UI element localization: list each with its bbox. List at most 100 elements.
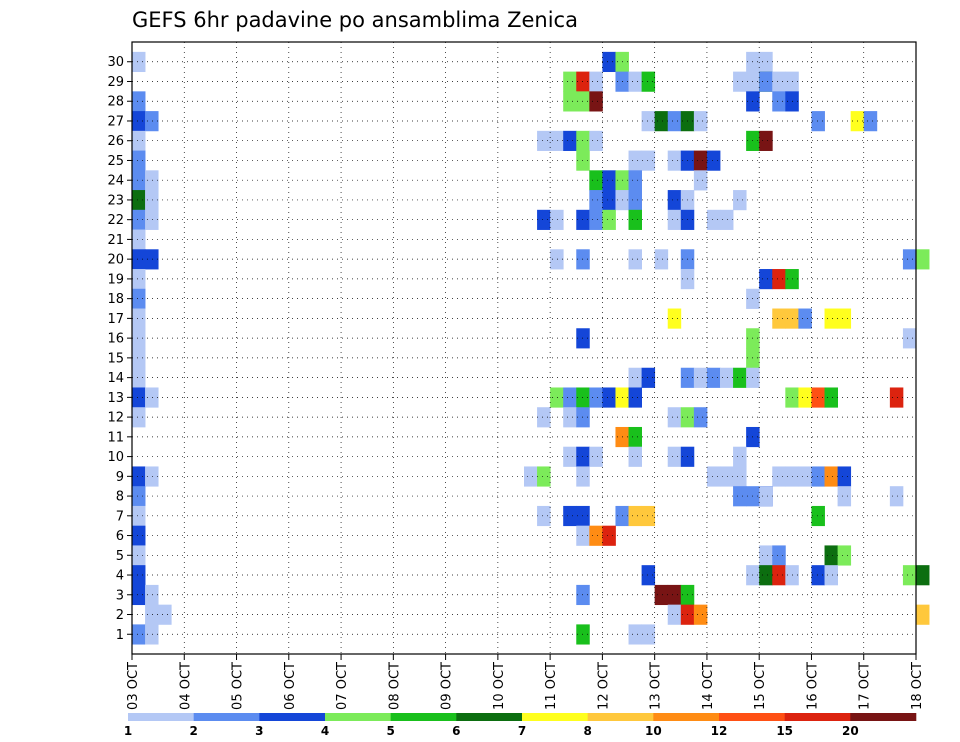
heatmap-cell [772, 308, 786, 329]
heatmap-cell [667, 209, 682, 230]
heatmap-cell [693, 407, 708, 428]
heatmap-cell [602, 190, 616, 211]
heatmap-cell [132, 209, 146, 230]
heatmap-cell [733, 446, 747, 467]
heatmap-cell [811, 505, 825, 527]
heatmap-cell [628, 505, 642, 527]
heatmap-cell [916, 565, 930, 586]
heatmap-cell [641, 367, 656, 388]
heatmap-cell [576, 624, 590, 645]
x-tick-label: 14 OCT [701, 662, 716, 710]
colorbar-segment [587, 713, 654, 721]
heatmap-cell [158, 604, 172, 625]
heatmap-cell [824, 466, 838, 487]
heatmap-cell [667, 584, 682, 606]
heatmap-cell [576, 249, 590, 270]
x-tick-label: 06 OCT [283, 662, 298, 710]
x-tick-label: 08 OCT [387, 662, 402, 710]
y-tick-label: 2 [116, 608, 124, 623]
y-tick-label: 10 [107, 450, 124, 465]
heatmap-cell [563, 407, 577, 428]
colorbar-label: 15 [776, 724, 793, 738]
heatmap-cell [537, 209, 551, 230]
heatmap-cell [602, 51, 616, 73]
heatmap-cell [628, 249, 642, 270]
heatmap-cell [589, 130, 603, 151]
heatmap-cell [589, 525, 603, 546]
heatmap-cell [667, 407, 682, 428]
heatmap-cell [693, 170, 708, 191]
y-tick-label: 24 [107, 174, 124, 189]
heatmap-cell [837, 466, 852, 487]
heatmap-cell [589, 170, 603, 191]
y-tick-label: 7 [116, 509, 124, 524]
heatmap-cell [628, 71, 642, 92]
heatmap-cell [145, 190, 159, 211]
heatmap-cell [589, 209, 603, 230]
colorbar-label: 12 [711, 724, 728, 738]
colorbar-segment [456, 713, 523, 721]
colorbar-label: 20 [842, 724, 859, 738]
heatmap-cell [132, 328, 146, 349]
heatmap-cell [628, 170, 642, 191]
heatmap-cell [563, 71, 577, 92]
heatmap-cell [537, 407, 551, 428]
colorbar: 1 2 3 4 5 6 7 8 10 12 15 20 [124, 713, 917, 738]
heatmap-cell [628, 209, 642, 230]
heatmap-cell [641, 624, 656, 645]
heatmap-cell [132, 565, 146, 586]
heatmap-cell [576, 387, 590, 408]
heatmap-cell [798, 466, 812, 487]
heatmap-cell [576, 466, 590, 487]
heatmap-cell [132, 584, 146, 606]
colorbar-segment [259, 713, 326, 721]
heatmap-cell [589, 91, 603, 112]
colorbar-label: 5 [386, 724, 394, 738]
grid-lines [132, 42, 916, 654]
heatmap-cell [132, 130, 146, 151]
heatmap-cell [145, 624, 159, 645]
heatmap-cell [563, 387, 577, 408]
colorbar-segment [325, 713, 391, 721]
heatmap-cell [576, 328, 590, 349]
heatmap-cell [132, 367, 146, 388]
heatmap-cell [602, 209, 616, 230]
heatmap-cell [132, 525, 146, 546]
heatmap-cell [759, 486, 773, 507]
heatmap-cell [706, 367, 721, 388]
heatmap-cell [706, 150, 721, 171]
x-tick-label: 18 OCT [910, 662, 925, 710]
heatmap-cell [576, 584, 590, 606]
y-tick-label: 28 [107, 95, 124, 110]
heatmap-cell [837, 486, 852, 507]
heatmap-cell [132, 387, 146, 408]
x-tick-label: 16 OCT [805, 662, 820, 710]
heatmap-cell [772, 269, 786, 290]
heatmap-cell [759, 269, 773, 290]
heatmap-cell [145, 466, 159, 487]
heatmap-cell [693, 111, 708, 132]
heatmap-cell [628, 150, 642, 171]
heatmap-cell [798, 308, 812, 329]
heatmap-cell [772, 466, 786, 487]
heatmap-cell [145, 584, 159, 606]
heatmap-cell [798, 387, 812, 408]
heatmap-cell [132, 51, 146, 73]
heatmap-cell [145, 249, 159, 270]
colorbar-label: 6 [452, 724, 460, 738]
heatmap-cell [733, 190, 747, 211]
heatmap-cell [132, 150, 146, 171]
heatmap-cell [589, 387, 603, 408]
heatmap-cell [693, 367, 708, 388]
heatmap-cell [132, 269, 146, 290]
heatmap-cell [550, 249, 564, 270]
plot-frame [131, 41, 917, 655]
heatmap-cell [132, 308, 146, 329]
colorbar-segment [128, 713, 194, 721]
heatmap-cell [693, 150, 708, 171]
heatmap-cell [824, 308, 838, 329]
y-tick-label: 17 [107, 312, 124, 327]
colorbar-label: 10 [645, 724, 662, 738]
x-tick-label: 13 OCT [649, 662, 664, 710]
heatmap-cell [720, 466, 734, 487]
